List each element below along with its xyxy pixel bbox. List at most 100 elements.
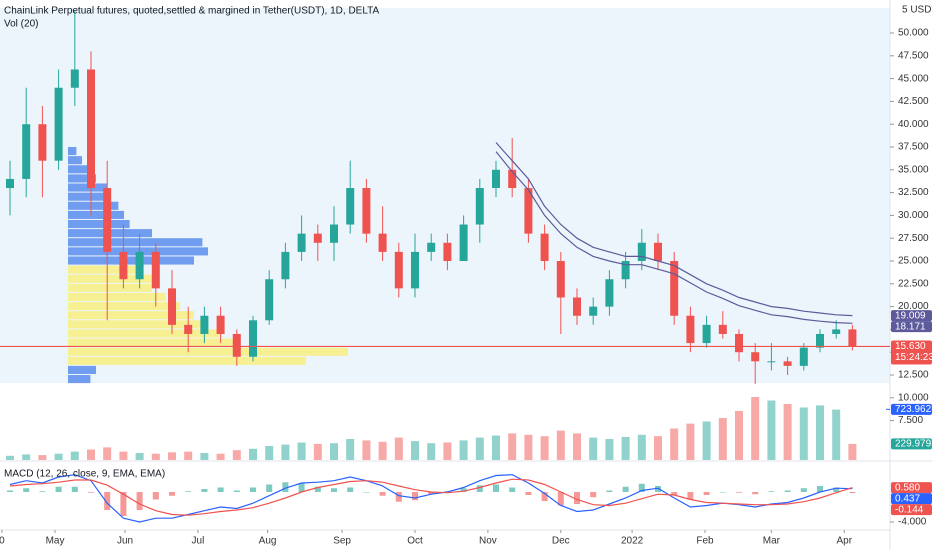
volume-profile-bar (68, 375, 91, 384)
volume-bar (216, 453, 225, 460)
macd-histogram-bar (55, 486, 62, 492)
y-tick-label: 22.500 (898, 278, 929, 289)
candle-body (427, 242, 436, 252)
volume-bar (70, 451, 79, 460)
macd-line (9, 478, 853, 516)
macd-histogram-bar (169, 491, 175, 496)
volume-bar (346, 438, 355, 460)
candle-body (459, 224, 468, 262)
envelope-line (495, 151, 853, 324)
macd-histogram-bar (7, 490, 13, 492)
price-bubble-label: -0.144 (895, 504, 924, 515)
volume-profile-bar (68, 256, 194, 265)
volume-profile-bar (68, 329, 222, 338)
candle-body (475, 188, 484, 225)
volume-bar (573, 433, 581, 460)
x-tick-label: May (46, 536, 65, 547)
volume-bar (313, 443, 322, 460)
candle-body (686, 315, 695, 344)
x-tick-label: Jun (117, 536, 133, 547)
macd-histogram-bar (120, 491, 127, 516)
volume-bar (297, 442, 306, 460)
volume-bar (637, 434, 646, 460)
candle-body (232, 333, 241, 357)
candle-body (508, 169, 517, 189)
candle-body (637, 242, 646, 262)
candle-body (654, 242, 662, 262)
candle-body (249, 320, 257, 357)
macd-histogram-bar (525, 491, 532, 495)
candle-body (281, 251, 290, 280)
y-tick-label: 7.500 (898, 415, 923, 426)
macd-histogram-bar (606, 490, 613, 492)
candle-body (22, 124, 31, 179)
volume-profile-bar (68, 292, 166, 302)
macd-histogram-bar (23, 488, 30, 492)
price-bubble-label: 229.979K (895, 439, 932, 450)
candle-body (184, 324, 193, 334)
volume-bar (654, 436, 662, 460)
y-tick-label: 10.000 (898, 392, 929, 403)
volume-profile-bar (68, 219, 130, 229)
volume-bar (232, 450, 241, 460)
candle-body (816, 333, 824, 348)
candle-body (411, 251, 419, 289)
volume-profile-bar (68, 192, 110, 201)
volume-bar (378, 441, 387, 460)
volume-profile-bar (68, 201, 119, 210)
x-tick-label: Mar (763, 536, 781, 547)
macd-histogram-bar (250, 487, 256, 492)
x-tick-label: Apr (837, 536, 853, 547)
macd-histogram-bar (817, 485, 823, 492)
volume-bar (524, 434, 533, 460)
macd-histogram-bar (476, 485, 483, 492)
macd-histogram-bar (331, 488, 337, 492)
candle-body (799, 347, 808, 366)
x-tick-label: Sep (333, 536, 351, 547)
volume-bar (783, 403, 792, 460)
macd-histogram-bar (88, 491, 94, 493)
macd-histogram-bar (655, 485, 661, 492)
volume-bar (362, 440, 371, 460)
volume-bar (394, 437, 403, 460)
macd-histogram-bar (574, 491, 580, 504)
macd-histogram-bar (39, 491, 46, 492)
price-bubble-label: 0.580 (895, 482, 920, 493)
envelope-line (495, 142, 853, 317)
volume-profile-bar (68, 283, 152, 292)
candle-body (751, 352, 760, 362)
candle-body (330, 224, 338, 243)
x-tick-label: Feb (696, 536, 714, 547)
volume-bar (605, 438, 614, 460)
y-tick-label: -4.000 (898, 517, 927, 528)
volume-profile-bar (68, 147, 77, 156)
candle-body (313, 233, 322, 243)
volume-bar (281, 444, 290, 460)
candle-body (783, 361, 792, 366)
volume-bar (799, 407, 808, 460)
macd-histogram-bar (719, 491, 726, 493)
macd-histogram-bar (428, 491, 435, 495)
volume-bar (119, 451, 128, 460)
candle-body (621, 261, 630, 280)
macd-histogram-bar (185, 491, 192, 492)
candle-body (589, 306, 598, 316)
x-tick-label: 2022 (621, 536, 644, 547)
volume-profile-bar (68, 156, 82, 165)
macd-histogram-bar (104, 491, 111, 510)
volume-bar (475, 437, 484, 460)
candle-body (346, 188, 355, 225)
macd-histogram-bar (800, 488, 807, 492)
candle-body (670, 261, 679, 316)
macd-histogram-bar (363, 491, 370, 493)
y-tick-label: 27.500 (898, 233, 929, 244)
macd-histogram-bar (509, 487, 516, 492)
macd-histogram-bar (460, 488, 467, 492)
candle-body (556, 261, 565, 298)
volume-bar (87, 449, 95, 460)
y-tick-label: 42.500 (898, 96, 929, 107)
overlay: ChainLink Perpetual futures, quoted,sett… (4, 5, 932, 515)
candle-body (151, 251, 160, 289)
macd-histogram-bar (347, 487, 354, 492)
